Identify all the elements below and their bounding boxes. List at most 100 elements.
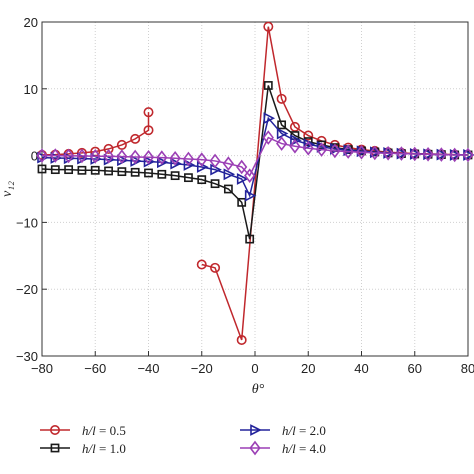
series-layer — [36, 21, 474, 345]
data-point — [223, 168, 236, 181]
data-point — [49, 148, 61, 163]
data-point — [209, 153, 221, 169]
data-point — [289, 138, 301, 154]
x-tick-label: 80 — [461, 361, 474, 376]
data-point — [223, 184, 233, 194]
data-point — [236, 334, 247, 345]
series-4 — [36, 130, 474, 183]
data-point — [116, 139, 127, 150]
data-point — [276, 127, 289, 140]
data-point — [129, 149, 141, 165]
data-point — [170, 157, 182, 170]
data-point — [157, 156, 169, 169]
data-point — [182, 151, 195, 167]
data-point — [409, 146, 421, 162]
legend-label: h/l = 4.0 — [282, 441, 326, 456]
data-point — [315, 142, 328, 157]
y-tick-label: 20 — [24, 15, 38, 30]
data-point — [289, 121, 300, 132]
x-tick-label: 40 — [354, 361, 368, 376]
data-point — [76, 148, 88, 164]
data-point — [422, 146, 434, 162]
legend-label: h/l = 1.0 — [82, 441, 126, 456]
y-tick-label: 10 — [24, 82, 38, 97]
data-point — [263, 112, 276, 125]
data-point — [303, 130, 314, 141]
legend-variable: h/l — [282, 441, 296, 456]
data-point — [382, 145, 394, 161]
data-point — [50, 165, 60, 175]
series-line — [201, 26, 469, 341]
legend-marker — [49, 424, 60, 435]
y-tick-label: −30 — [16, 349, 38, 364]
data-point — [329, 143, 341, 159]
axis-ticks: −80 −60 −40 −20 0 20 40 60 80 −30 −20 −10 0 10 20 — [16, 15, 474, 376]
x-tick-label: −40 — [137, 361, 159, 376]
data-point — [369, 145, 381, 161]
data-point — [263, 21, 274, 32]
data-point — [89, 148, 101, 164]
x-tick-label: 60 — [408, 361, 422, 376]
data-point — [263, 81, 273, 90]
data-point — [143, 125, 154, 136]
data-point — [170, 171, 180, 181]
data-point — [244, 189, 257, 202]
y-tick-label: 0 — [31, 149, 38, 164]
data-point — [104, 166, 113, 176]
data-point — [210, 262, 221, 273]
y-tick-label: −10 — [16, 215, 38, 230]
legend-item: h/l = 2.0 — [240, 423, 326, 438]
legend-variable: h/l — [282, 423, 296, 438]
x-tick-label: −60 — [84, 361, 106, 376]
data-point — [184, 173, 193, 183]
data-point — [395, 146, 408, 161]
legend-marker — [249, 440, 261, 456]
data-point — [435, 147, 447, 162]
data-point — [116, 149, 128, 164]
series-line — [41, 85, 468, 240]
legend-marker — [250, 424, 262, 436]
y-tick-label: −20 — [16, 282, 38, 297]
legend-item: h/l = 1.0 — [40, 441, 126, 456]
data-point — [144, 168, 153, 178]
data-point — [236, 159, 248, 175]
data-point — [196, 259, 207, 270]
data-point — [449, 147, 461, 163]
data-point — [102, 148, 115, 164]
data-point — [277, 120, 287, 130]
data-point — [222, 156, 234, 171]
data-point — [77, 165, 87, 175]
series-2 — [37, 81, 473, 244]
data-point — [143, 107, 154, 118]
data-point — [130, 167, 140, 177]
legend-label: h/l = 0.5 — [82, 423, 126, 438]
data-point — [63, 148, 75, 164]
data-point — [462, 147, 474, 163]
data-point — [197, 175, 207, 185]
data-point — [237, 197, 247, 207]
data-point — [236, 173, 249, 185]
data-point — [342, 144, 354, 159]
legend-marker — [50, 443, 60, 453]
data-point — [302, 140, 314, 156]
data-point — [262, 130, 274, 145]
data-point — [156, 150, 168, 165]
data-point — [90, 165, 100, 175]
x-tick-label: 20 — [301, 361, 315, 376]
data-point — [103, 143, 114, 154]
data-point — [36, 148, 48, 163]
x-tick-label: −20 — [191, 361, 213, 376]
data-point — [169, 150, 181, 166]
legend-value: = 4.0 — [296, 441, 326, 456]
legend-value: = 2.0 — [296, 423, 326, 438]
data-point — [196, 152, 208, 167]
data-point — [142, 149, 155, 165]
data-point — [64, 165, 74, 175]
legend-variable: h/l — [82, 441, 96, 456]
data-point — [290, 134, 302, 147]
data-point — [244, 168, 256, 183]
data-point — [245, 234, 255, 244]
data-point — [276, 136, 288, 151]
legend-value: = 1.0 — [96, 441, 126, 456]
